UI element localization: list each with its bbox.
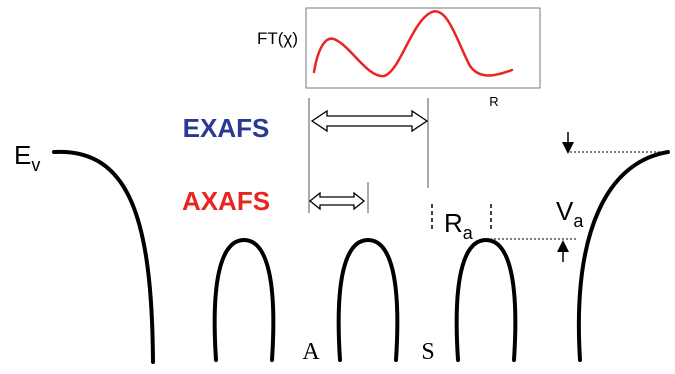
atom-potential-peak-3 bbox=[454, 237, 518, 362]
potential-curves bbox=[52, 149, 670, 364]
ft-inset-plot: FT(χ) R bbox=[257, 7, 541, 109]
ft-inset-ylabel: FT(χ) bbox=[257, 29, 298, 48]
scatterer-atom-label: S bbox=[421, 339, 434, 365]
absorber-atom-label: A bbox=[302, 339, 320, 365]
va-main: V bbox=[556, 196, 574, 226]
ev-subscript: v bbox=[31, 155, 40, 175]
atom-potential-peak-2 bbox=[336, 237, 400, 362]
guide-lines bbox=[308, 98, 429, 213]
ft-inset-xlabel: R bbox=[489, 94, 498, 109]
potential-wall-left bbox=[52, 149, 155, 364]
exafs-label: EXAFS bbox=[183, 113, 270, 143]
va-indicator bbox=[490, 132, 664, 262]
ra-main: R bbox=[444, 208, 463, 238]
va-subscript: a bbox=[573, 211, 584, 231]
axafs-double-arrow bbox=[308, 191, 366, 211]
vacuum-level-label: Ev bbox=[14, 140, 40, 175]
exafs-double-arrow bbox=[310, 109, 429, 133]
ra-subscript: a bbox=[463, 223, 474, 243]
ft-curve bbox=[312, 10, 514, 78]
ra-label: Ra bbox=[444, 208, 474, 243]
ev-main: E bbox=[14, 140, 31, 170]
atom-potential-peak-1 bbox=[212, 237, 276, 362]
axafs-label: AXAFS bbox=[182, 186, 270, 216]
ra-indicator bbox=[431, 204, 492, 232]
potential-wall-right bbox=[576, 150, 670, 362]
va-label: Va bbox=[556, 196, 584, 231]
